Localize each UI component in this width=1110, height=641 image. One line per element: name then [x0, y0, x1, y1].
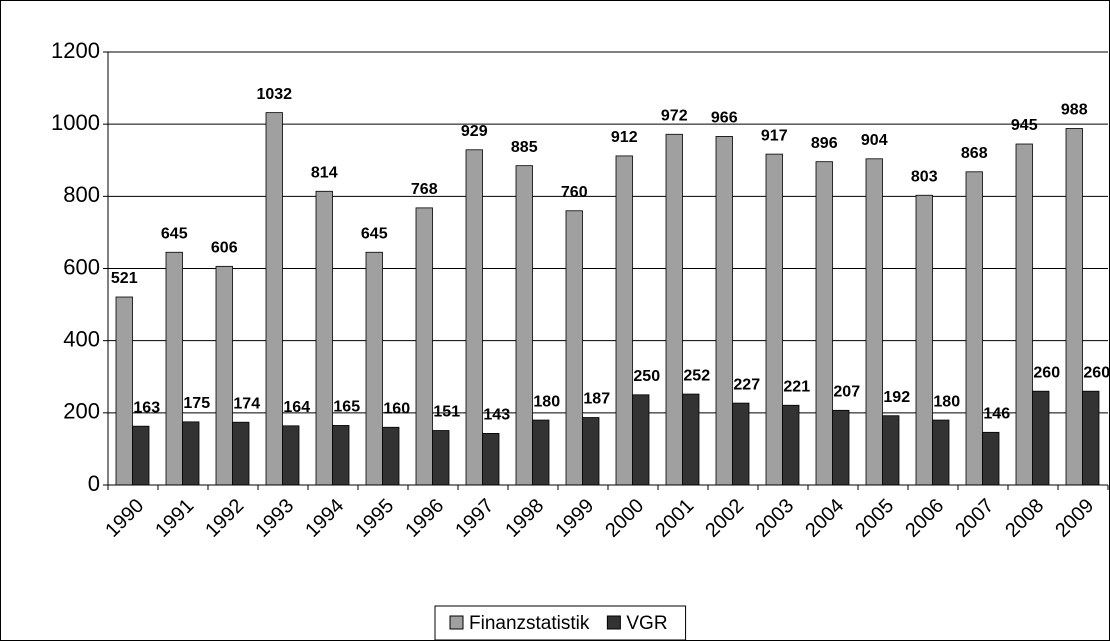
legend: Finanzstatistik VGR	[434, 605, 687, 641]
y-tick-label: 1000	[51, 110, 100, 135]
bar	[682, 393, 700, 486]
bar	[432, 430, 450, 486]
data-label: 175	[183, 395, 210, 412]
bar	[932, 419, 950, 486]
bar	[782, 404, 800, 486]
bar	[415, 207, 433, 486]
bar	[632, 394, 650, 486]
bar	[265, 112, 283, 486]
y-tick-label: 600	[63, 254, 100, 279]
bar	[182, 421, 200, 486]
bar	[765, 153, 783, 486]
data-label: 180	[533, 393, 560, 410]
data-label: 1032	[256, 86, 292, 103]
data-label: 929	[461, 123, 488, 140]
data-label: 885	[511, 139, 538, 156]
bar	[865, 158, 883, 486]
data-label: 966	[711, 110, 738, 127]
data-label: 912	[611, 129, 638, 146]
data-label: 192	[883, 389, 910, 406]
bar	[1082, 390, 1100, 486]
data-label: 896	[811, 135, 838, 152]
legend-label: Finanzstatistik	[469, 613, 590, 634]
data-label: 164	[283, 399, 310, 416]
data-label: 165	[333, 399, 360, 416]
bar	[382, 426, 400, 486]
data-label: 260	[1083, 364, 1110, 381]
y-tick-label: 0	[88, 471, 100, 496]
data-label: 917	[761, 127, 788, 144]
data-label: 768	[411, 181, 438, 198]
data-label: 645	[361, 225, 388, 242]
data-label: 174	[233, 395, 260, 412]
data-label: 207	[833, 384, 860, 401]
data-label: 904	[861, 132, 888, 149]
data-label: 814	[311, 165, 338, 182]
bar	[732, 402, 750, 486]
bar	[532, 419, 550, 486]
data-label: 151	[433, 404, 460, 421]
data-label: 645	[161, 225, 188, 242]
data-label: 180	[933, 393, 960, 410]
legend-box	[434, 605, 687, 641]
bar	[965, 171, 983, 486]
bar	[1015, 143, 1033, 486]
legend-label: VGR	[626, 613, 667, 634]
data-label: 187	[583, 391, 610, 408]
bar	[982, 431, 1000, 486]
data-label: 260	[1033, 364, 1060, 381]
bar	[615, 155, 633, 486]
bar	[582, 417, 600, 486]
bar	[482, 433, 500, 486]
bar	[282, 425, 300, 486]
data-label: 988	[1061, 102, 1088, 119]
data-label: 143	[483, 407, 510, 424]
data-label: 803	[911, 168, 938, 185]
data-label: 606	[211, 240, 238, 257]
y-tick-label: 400	[63, 326, 100, 351]
data-label: 146	[983, 406, 1010, 423]
data-label: 868	[961, 145, 988, 162]
bar	[232, 421, 250, 486]
bar	[465, 149, 483, 486]
legend-swatch	[606, 615, 621, 630]
bar	[515, 165, 533, 486]
bar	[315, 190, 333, 486]
data-label: 160	[383, 400, 410, 417]
data-label: 972	[661, 107, 688, 124]
data-label: 163	[133, 399, 160, 416]
bar	[915, 194, 933, 486]
bar	[332, 425, 350, 486]
data-label: 250	[633, 368, 660, 385]
bar	[115, 296, 133, 486]
y-tick-label: 200	[63, 399, 100, 424]
y-tick-label: 800	[63, 182, 100, 207]
bar	[1032, 390, 1050, 486]
bar	[165, 251, 183, 486]
bar	[715, 136, 733, 486]
legend-swatch	[449, 615, 464, 630]
bar	[365, 251, 383, 486]
bar	[215, 265, 233, 486]
bar	[665, 133, 683, 486]
data-label: 945	[1011, 117, 1038, 134]
data-label: 221	[783, 378, 810, 395]
bar	[132, 425, 150, 486]
bar	[565, 210, 583, 486]
data-label: 227	[733, 376, 760, 393]
bar	[882, 415, 900, 486]
data-label: 521	[111, 270, 138, 287]
data-label: 252	[683, 367, 710, 384]
data-label: 760	[561, 184, 588, 201]
bar	[1065, 128, 1083, 486]
bar	[832, 409, 850, 486]
bar	[815, 161, 833, 486]
y-tick-label: 1200	[51, 38, 100, 63]
